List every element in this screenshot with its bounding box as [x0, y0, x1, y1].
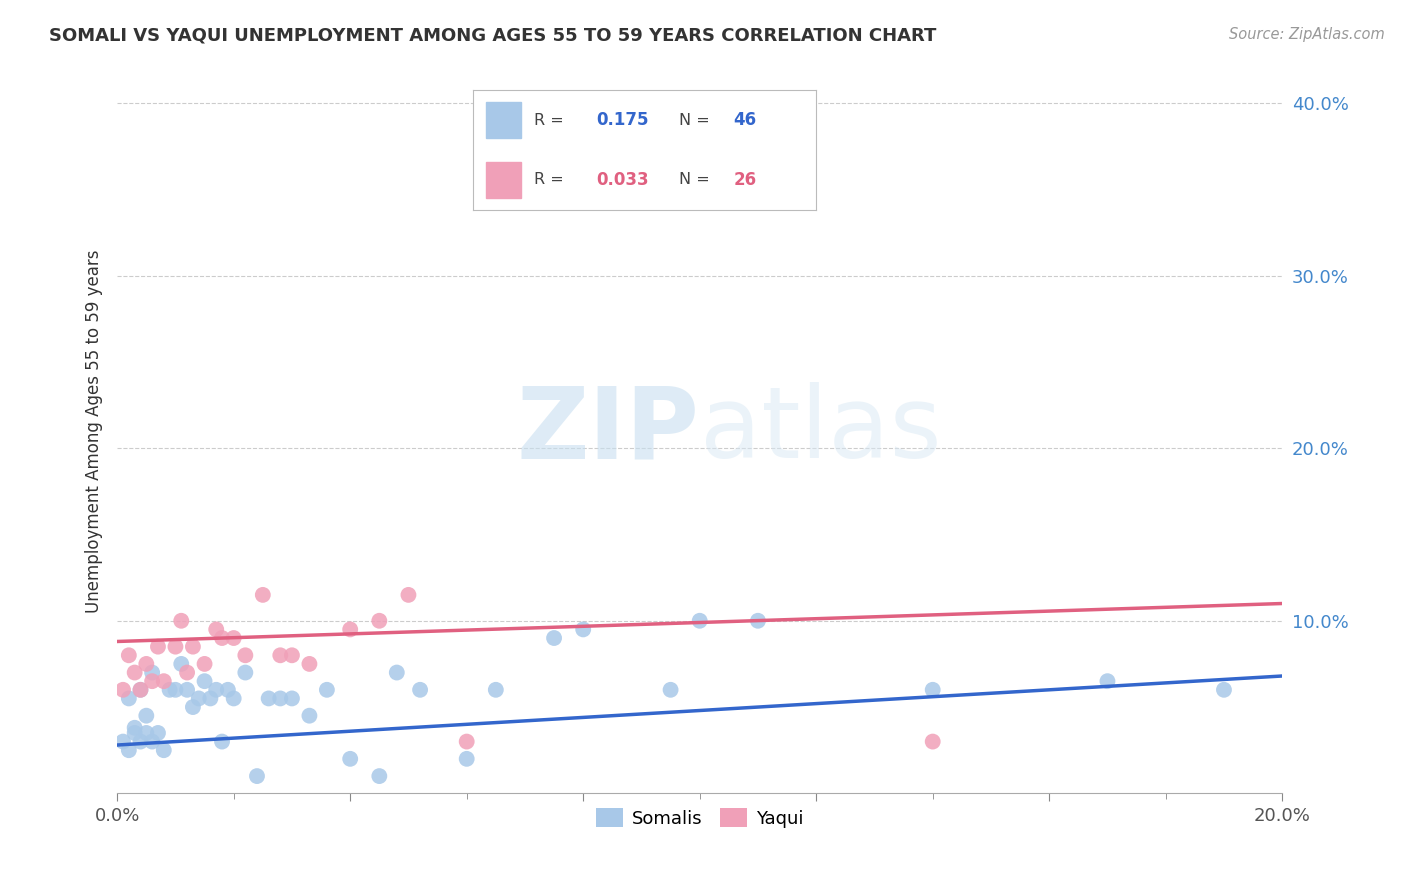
Point	[409, 682, 432, 697]
Point	[193, 674, 215, 689]
Point	[543, 631, 565, 645]
Point	[135, 726, 157, 740]
Point	[181, 700, 204, 714]
Point	[118, 648, 141, 663]
Point	[141, 734, 163, 748]
Point	[111, 734, 134, 748]
Point	[339, 623, 361, 637]
Point	[298, 708, 321, 723]
Point	[398, 588, 420, 602]
Point	[135, 657, 157, 671]
Point	[176, 665, 198, 680]
Point	[269, 691, 291, 706]
Point	[141, 674, 163, 689]
Point	[118, 743, 141, 757]
Point	[152, 674, 174, 689]
Point	[200, 691, 222, 706]
Point	[1097, 674, 1119, 689]
Point	[211, 631, 233, 645]
Point	[222, 631, 245, 645]
Text: SOMALI VS YAQUI UNEMPLOYMENT AMONG AGES 55 TO 59 YEARS CORRELATION CHART: SOMALI VS YAQUI UNEMPLOYMENT AMONG AGES …	[49, 27, 936, 45]
Point	[159, 682, 181, 697]
Point	[170, 657, 193, 671]
Point	[572, 623, 595, 637]
Point	[659, 682, 682, 697]
Point	[205, 623, 228, 637]
Point	[368, 769, 391, 783]
Point	[368, 614, 391, 628]
Point	[181, 640, 204, 654]
Point	[257, 691, 280, 706]
Point	[165, 682, 187, 697]
Point	[269, 648, 291, 663]
Point	[315, 682, 337, 697]
Point	[129, 682, 152, 697]
Point	[456, 734, 478, 748]
Point	[170, 614, 193, 628]
Point	[339, 752, 361, 766]
Point	[135, 708, 157, 723]
Point	[456, 752, 478, 766]
Point	[193, 657, 215, 671]
Point	[233, 648, 256, 663]
Point	[1213, 682, 1236, 697]
Point	[222, 691, 245, 706]
Point	[146, 726, 169, 740]
Point	[176, 682, 198, 697]
Point	[921, 734, 943, 748]
Point	[129, 682, 152, 697]
Point	[281, 691, 304, 706]
Text: ZIP: ZIP	[517, 383, 700, 479]
Point	[233, 665, 256, 680]
Point	[152, 743, 174, 757]
Point	[298, 657, 321, 671]
Point	[141, 665, 163, 680]
Point	[385, 665, 408, 680]
Point	[921, 682, 943, 697]
Point	[165, 640, 187, 654]
Point	[187, 691, 209, 706]
Point	[246, 769, 269, 783]
Point	[747, 614, 769, 628]
Point	[485, 682, 508, 697]
Point	[205, 682, 228, 697]
Point	[111, 682, 134, 697]
Point	[217, 682, 239, 697]
Point	[252, 588, 274, 602]
Point	[689, 614, 711, 628]
Point	[124, 726, 146, 740]
Legend: Somalis, Yaqui: Somalis, Yaqui	[588, 801, 811, 835]
Point	[281, 648, 304, 663]
Point	[118, 691, 141, 706]
Y-axis label: Unemployment Among Ages 55 to 59 years: Unemployment Among Ages 55 to 59 years	[86, 249, 103, 613]
Point	[146, 640, 169, 654]
Text: atlas: atlas	[700, 383, 942, 479]
Point	[129, 734, 152, 748]
Point	[124, 721, 146, 735]
Point	[124, 665, 146, 680]
Point	[211, 734, 233, 748]
Text: Source: ZipAtlas.com: Source: ZipAtlas.com	[1229, 27, 1385, 42]
